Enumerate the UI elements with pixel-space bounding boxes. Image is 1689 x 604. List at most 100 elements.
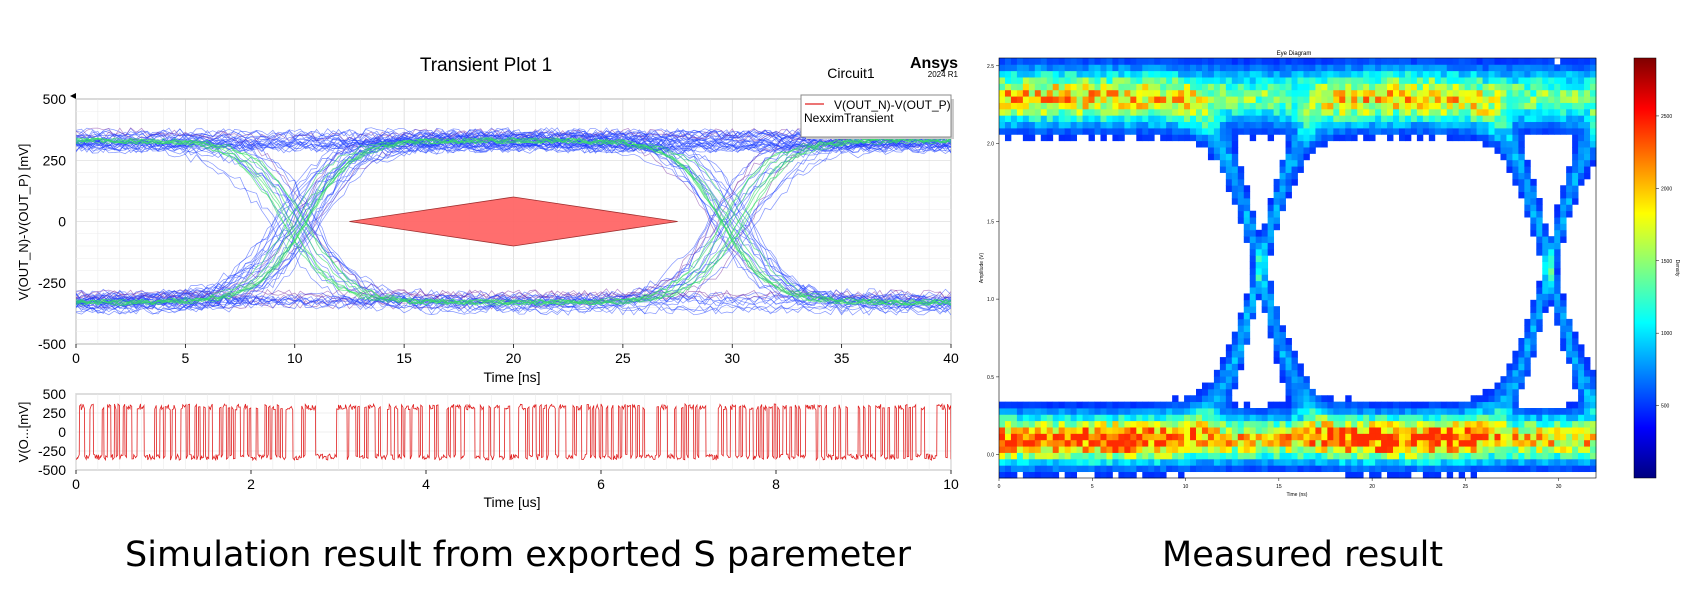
heatmap-cell <box>1160 121 1167 129</box>
heatmap-cell <box>1572 134 1579 142</box>
heatmap-cell <box>1178 134 1185 142</box>
heatmap-cell <box>1333 420 1340 428</box>
heatmap-cell <box>1530 115 1537 123</box>
heatmap-cell <box>1022 433 1030 441</box>
heatmap-cell <box>1446 102 1454 110</box>
heatmap-cell <box>1560 96 1567 103</box>
heatmap-cell <box>1291 401 1298 409</box>
heatmap-cell <box>1542 452 1549 460</box>
heatmap-cell <box>1416 77 1424 84</box>
heatmap-cell <box>1339 96 1346 103</box>
heatmap-cell <box>1285 427 1292 434</box>
heatmap-cell <box>1339 83 1346 91</box>
heatmap-cell <box>1500 58 1507 65</box>
heatmap-cell <box>1536 64 1543 72</box>
heatmap-cell <box>1321 140 1328 148</box>
heatmap-cell <box>1494 140 1501 148</box>
heatmap-cell <box>1207 70 1215 78</box>
heatmap-cell <box>1554 217 1561 224</box>
eye-trace <box>76 289 951 301</box>
heatmap-cell <box>1572 465 1579 473</box>
heatmap-cell <box>1572 64 1579 72</box>
heatmap-cell <box>1243 293 1251 301</box>
heatmap-cell <box>1166 458 1173 466</box>
heatmap-cell <box>1022 89 1030 97</box>
eye-trace <box>76 129 951 302</box>
heatmap-cell <box>1303 128 1310 135</box>
heatmap-cell <box>1458 401 1466 409</box>
heatmap-cell <box>1488 64 1495 72</box>
heatmap-cell <box>1243 420 1251 428</box>
heatmap-cell <box>1082 446 1089 453</box>
heatmap-cell <box>1034 89 1042 97</box>
heatmap-cell <box>1231 185 1239 193</box>
heatmap-cell <box>1052 83 1060 91</box>
heatmap-cell <box>1237 77 1245 84</box>
heatmap-cell <box>1273 128 1280 135</box>
heatmap-cell <box>1267 420 1275 428</box>
heatmap-cell <box>1458 427 1466 434</box>
heatmap-cell <box>1184 458 1191 466</box>
heatmap-cell <box>1452 83 1460 91</box>
heatmap-cell <box>1154 420 1161 428</box>
heatmap-cell <box>1190 64 1197 72</box>
heatmap-cell <box>1064 89 1072 97</box>
heatmap-cell <box>1518 433 1525 441</box>
heatmap-cell <box>1267 121 1275 129</box>
heatmap-cell <box>1363 414 1370 422</box>
heatmap-cell <box>1297 83 1304 91</box>
heatmap-cell <box>1267 223 1275 231</box>
heatmap-cell <box>1004 439 1012 447</box>
heatmap-cell <box>1190 439 1197 447</box>
heatmap-cell <box>1088 408 1095 415</box>
heatmap-cell <box>1291 83 1298 91</box>
heatmap-cell <box>1578 178 1585 186</box>
heatmap-cell <box>1207 452 1215 460</box>
eye-trace <box>76 137 951 310</box>
heatmap-cell <box>1387 471 1394 479</box>
heatmap-cell <box>1231 77 1239 84</box>
heatmap-cell <box>1261 293 1269 301</box>
heatmap-cell <box>1154 439 1161 447</box>
heatmap-cell <box>1166 115 1173 123</box>
heatmap-cell <box>1094 96 1101 103</box>
heatmap-cell <box>1410 102 1418 110</box>
heatmap-cell <box>1225 369 1233 377</box>
heatmap-cell <box>1088 414 1095 422</box>
heatmap-cell <box>1398 96 1406 103</box>
heatmap-cell <box>1416 439 1424 447</box>
heatmap-cell <box>1566 325 1573 333</box>
heatmap-cell <box>1100 102 1107 110</box>
heatmap-cell <box>1010 121 1018 129</box>
heatmap-cell <box>1196 134 1203 142</box>
heatmap-cell <box>1440 115 1448 123</box>
heatmap-cell <box>1500 96 1507 103</box>
heatmap-cell <box>1375 58 1382 65</box>
heatmap-cell <box>1572 121 1579 129</box>
heatmap-cell <box>1273 210 1280 218</box>
heatmap-cell <box>1261 236 1269 243</box>
heatmap-cell <box>1106 128 1113 135</box>
heatmap-cell <box>1578 77 1585 84</box>
heatmap-cell <box>1207 64 1215 72</box>
heatmap-cell <box>1118 439 1125 447</box>
heatmap-cell <box>1464 108 1472 116</box>
heatmap-cell <box>1363 427 1370 434</box>
heatmap-cell <box>1273 401 1280 409</box>
heatmap-cell <box>1124 465 1131 473</box>
heatmap-cell <box>1428 89 1436 97</box>
heatmap-cell <box>1584 134 1591 142</box>
heatmap-cell <box>1136 89 1143 97</box>
heatmap-cell <box>1267 293 1275 301</box>
heatmap-cell <box>1488 115 1495 123</box>
heatmap-cell <box>1333 121 1340 129</box>
heatmap-cell <box>1118 401 1125 409</box>
heatmap-cell <box>1357 77 1364 84</box>
heatmap-cell <box>1285 178 1292 186</box>
heatmap-cell <box>1022 121 1030 129</box>
heatmap-cell <box>1524 350 1531 358</box>
heatmap-cell <box>1231 134 1239 142</box>
heatmap-cell <box>1291 70 1298 78</box>
heatmap-cell <box>1279 325 1286 333</box>
